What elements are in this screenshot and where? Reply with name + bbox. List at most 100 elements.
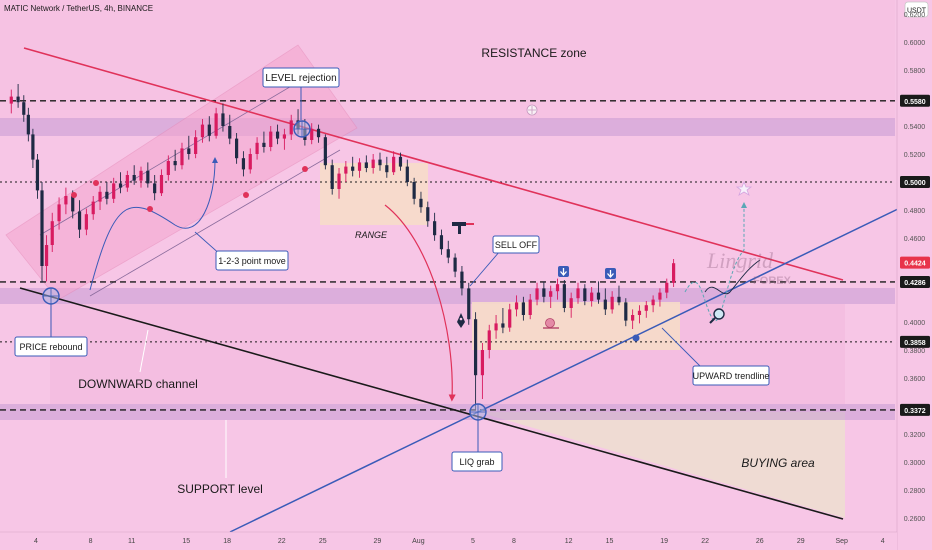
candle-body bbox=[603, 299, 607, 310]
candle-body bbox=[508, 309, 512, 328]
candles-group bbox=[9, 84, 676, 411]
candle-body bbox=[583, 288, 587, 301]
candle-body bbox=[235, 138, 239, 159]
arrow-down-badge-icon bbox=[605, 268, 616, 279]
time-tick-label: 8 bbox=[512, 538, 516, 545]
rocket-icon bbox=[457, 313, 465, 328]
projection-wave bbox=[684, 202, 747, 322]
candle-body bbox=[221, 113, 225, 126]
resistance-trendline bbox=[23, 47, 844, 281]
price-tag-label: 0.3858 bbox=[904, 340, 926, 347]
time-tick-label: 22 bbox=[278, 538, 286, 545]
time-tick-label: 25 bbox=[319, 538, 327, 545]
candle-body bbox=[378, 159, 382, 166]
candle-body bbox=[275, 131, 280, 139]
price-tick-label: 0.4600 bbox=[904, 236, 926, 243]
pivot-dot bbox=[243, 192, 249, 198]
candle-body bbox=[637, 310, 642, 315]
liq-grab-callout: LIQ grab bbox=[451, 420, 503, 472]
time-tick-label: 4 bbox=[881, 538, 885, 545]
time-tick-label: 26 bbox=[756, 538, 764, 545]
sparkle-icon bbox=[526, 104, 538, 116]
upward-trendline bbox=[229, 207, 901, 533]
level-rejection-label: LEVEL rejection bbox=[265, 73, 336, 84]
time-axis: 4 8 11 15 18 22 25 29 Aug 5 8 12 15 19 22 26 29 Sep 4 bbox=[34, 538, 885, 545]
candle-body bbox=[665, 282, 669, 293]
candle-body bbox=[624, 302, 628, 321]
price-tick-label: 0.5800 bbox=[904, 68, 926, 75]
candle-body bbox=[262, 142, 266, 147]
candle-body bbox=[405, 166, 409, 182]
candle-body bbox=[44, 245, 49, 266]
candle-body bbox=[153, 183, 157, 194]
price-axis-panel bbox=[897, 0, 932, 550]
candle-body bbox=[392, 156, 396, 173]
time-tick-label: 5 bbox=[471, 538, 475, 545]
candle-body bbox=[576, 288, 580, 299]
candle-body bbox=[514, 302, 519, 310]
snail-icon bbox=[543, 318, 559, 329]
candle-body bbox=[50, 221, 54, 245]
price-tag-label: 0.4286 bbox=[904, 280, 926, 287]
price-rebound-callout: PRICE rebound bbox=[14, 304, 88, 357]
candle-body bbox=[159, 175, 164, 194]
price-tick-label: 0.3200 bbox=[904, 432, 926, 439]
time-tick-label: 4 bbox=[34, 538, 38, 545]
candle-body bbox=[528, 299, 532, 315]
currency-badge-label: USDT bbox=[907, 8, 927, 15]
candle-body bbox=[439, 235, 444, 250]
candle-body bbox=[344, 166, 348, 174]
candle-body bbox=[501, 323, 505, 328]
time-tick-label: 12 bbox=[565, 538, 573, 545]
candle-body bbox=[200, 124, 205, 138]
range-to-liq-curve bbox=[384, 204, 456, 402]
candle-body bbox=[446, 249, 450, 258]
currency-badge[interactable]: USDT bbox=[904, 1, 929, 18]
price-tag-label: 0.3372 bbox=[904, 408, 926, 415]
candle-body bbox=[337, 173, 341, 189]
breakout-zone-band bbox=[0, 288, 895, 304]
chart-title: MATIC Network / TetherUS, 4h, BINANCE bbox=[4, 4, 153, 13]
candle-body bbox=[535, 288, 539, 300]
candle-body bbox=[316, 128, 321, 138]
sell-off-callout: SELL OFF bbox=[469, 235, 540, 287]
price-tick-label: 0.5400 bbox=[904, 124, 926, 131]
sell-off-label: SELL OFF bbox=[495, 240, 538, 250]
candle-body bbox=[40, 190, 44, 266]
pivot-dot bbox=[93, 180, 99, 186]
candle-body bbox=[22, 102, 26, 115]
watermark-line2: FOREX bbox=[753, 275, 792, 287]
resistance-zone-band bbox=[0, 118, 895, 136]
candle-body bbox=[412, 182, 416, 199]
candle-body bbox=[241, 158, 246, 170]
watermark-line1: Lingrid bbox=[706, 248, 774, 273]
ascending-channel-lower bbox=[89, 149, 341, 297]
candle-body bbox=[494, 323, 498, 331]
one-two-three-curve bbox=[89, 157, 218, 291]
candle-body bbox=[187, 148, 191, 154]
candle-body bbox=[112, 183, 116, 199]
one-two-three-label: 1-2-3 point move bbox=[218, 256, 286, 266]
candle-body bbox=[228, 126, 232, 139]
candle-body bbox=[658, 292, 662, 300]
time-tick-label: 19 bbox=[660, 538, 668, 545]
arrow-down-badge-icon bbox=[558, 266, 569, 277]
upper-shade bbox=[0, 0, 895, 120]
candle-body bbox=[521, 302, 525, 315]
time-tick-label: 15 bbox=[182, 538, 190, 545]
time-tick-label: 29 bbox=[797, 538, 805, 545]
candle-body bbox=[248, 154, 252, 170]
time-tick-label: 15 bbox=[606, 538, 614, 545]
watermark: Lingrid FOREX bbox=[706, 248, 792, 287]
candle-body bbox=[194, 137, 198, 154]
candle-body bbox=[385, 165, 389, 173]
time-tick-label: 22 bbox=[701, 538, 709, 545]
pivot-dot bbox=[147, 206, 153, 212]
price-tag-label: 0.5580 bbox=[904, 99, 926, 106]
buying-area-shape bbox=[478, 412, 845, 518]
candle-body bbox=[433, 221, 437, 236]
upward-trendline-callout: UPWARD trendline bbox=[661, 327, 770, 386]
support-zone-band bbox=[0, 404, 895, 420]
candle-body bbox=[357, 162, 362, 171]
downward-channel-support-line bbox=[19, 287, 844, 520]
